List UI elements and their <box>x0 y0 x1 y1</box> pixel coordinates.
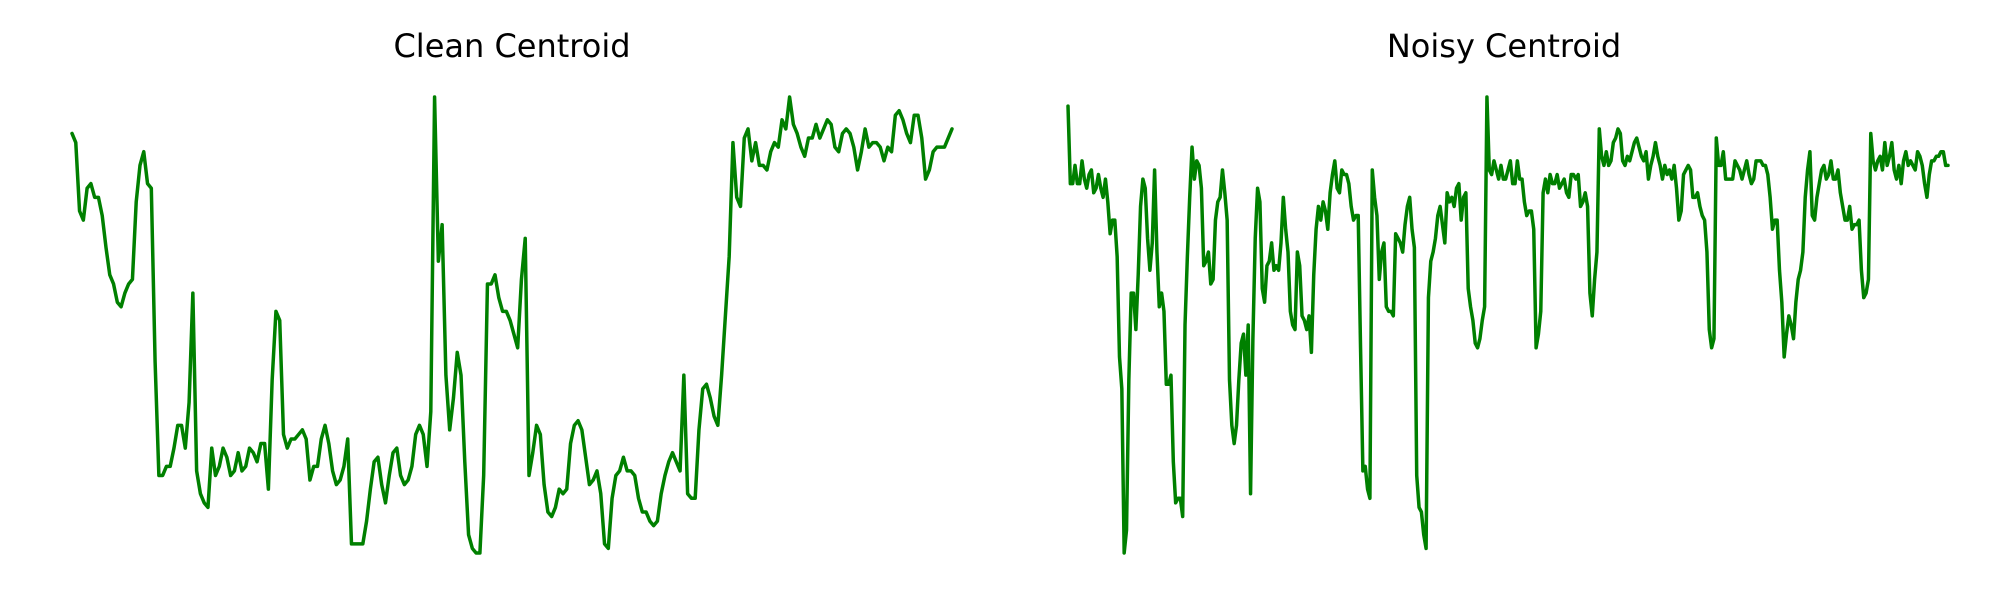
noisy-centroid-panel: Noisy Centroid <box>1066 27 1950 555</box>
noisy-centroid-title: Noisy Centroid <box>1387 27 1621 65</box>
clean-centroid-panel: Clean Centroid <box>70 27 954 555</box>
clean-centroid-title: Clean Centroid <box>393 27 630 65</box>
noisy-centroid-line <box>1066 95 1950 555</box>
clean-centroid-line <box>70 95 954 555</box>
